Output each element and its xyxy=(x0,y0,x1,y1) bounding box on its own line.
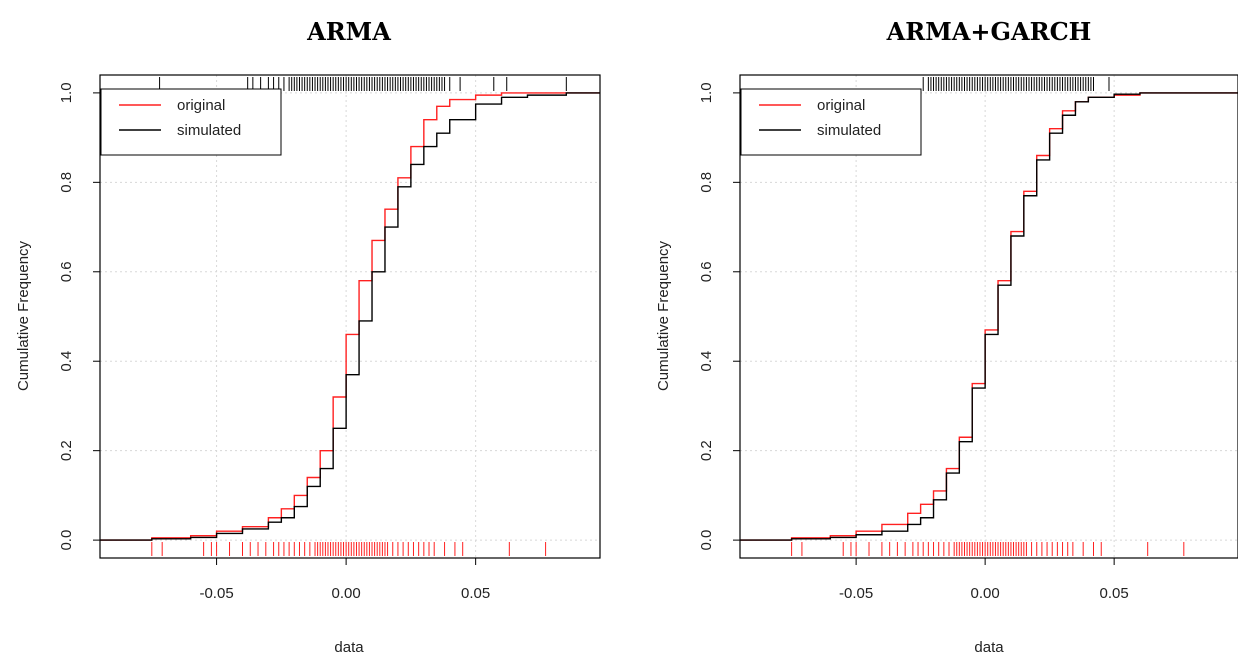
x-tick-label: -0.05 xyxy=(839,585,873,602)
series-line-original xyxy=(100,92,600,541)
series-line-simulated xyxy=(100,92,600,541)
legend-label-original: original xyxy=(177,97,225,114)
x-axis-label: data xyxy=(974,639,1004,656)
y-tick-label: 0.0 xyxy=(698,530,715,551)
legend-label-simulated: simulated xyxy=(817,122,881,139)
y-axis-label: Cumulative Frequency xyxy=(655,240,672,391)
x-tick-label: 0.00 xyxy=(332,585,361,602)
legend-box xyxy=(740,88,922,156)
x-tick-label: 0.00 xyxy=(971,585,1000,602)
x-tick-label: 0.05 xyxy=(1100,585,1129,602)
series-line-simulated xyxy=(740,92,1238,541)
y-tick-label: 1.0 xyxy=(698,82,715,103)
x-tick-label: -0.05 xyxy=(199,585,233,602)
y-tick-label: 0.4 xyxy=(698,351,715,372)
y-tick-label: 0.6 xyxy=(58,261,75,282)
chart-title: ARMA+GARCH xyxy=(886,17,1092,46)
y-tick-label: 0.2 xyxy=(58,440,75,461)
chart-panel-arma-garch: ARMA+GARCH data Cumulative Frequency -0.… xyxy=(655,17,1238,656)
legend-label-simulated: simulated xyxy=(177,122,241,139)
y-tick-label: 0.0 xyxy=(58,530,75,551)
legend-label-original: original xyxy=(817,97,865,114)
y-tick-label: 1.0 xyxy=(58,82,75,103)
series-line-original xyxy=(740,92,1238,541)
y-tick-label: 0.6 xyxy=(698,261,715,282)
chart-panel-arma: ARMA data Cumulative Frequency -0.05 0.00… xyxy=(15,17,601,656)
legend-box xyxy=(100,88,282,156)
y-tick-label: 0.2 xyxy=(698,440,715,461)
y-tick-label: 0.8 xyxy=(698,172,715,193)
x-axis-label: data xyxy=(334,639,364,656)
y-tick-label: 0.4 xyxy=(58,351,75,372)
x-tick-label: 0.05 xyxy=(461,585,490,602)
chart-title: ARMA xyxy=(306,17,391,46)
y-axis-label: Cumulative Frequency xyxy=(15,240,32,391)
y-tick-label: 0.8 xyxy=(58,172,75,193)
